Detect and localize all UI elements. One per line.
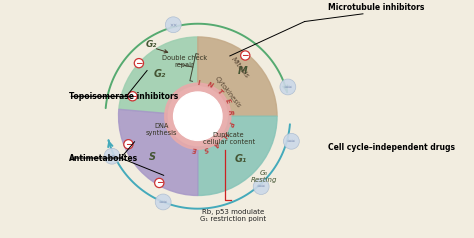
Text: Rb, p53 modulate
G₁ restriction point: Rb, p53 modulate G₁ restriction point [200, 209, 266, 222]
Text: E: E [224, 98, 231, 104]
Text: ✕✕: ✕✕ [169, 22, 177, 27]
Wedge shape [198, 37, 277, 116]
Text: G₀
Resting: G₀ Resting [251, 170, 277, 183]
Text: I: I [198, 80, 201, 86]
Circle shape [283, 133, 299, 149]
Text: S: S [203, 144, 210, 152]
Text: G₁: G₁ [235, 154, 247, 164]
Text: Cytokinesis: Cytokinesis [213, 75, 242, 109]
Text: E: E [192, 146, 198, 152]
Text: N: N [207, 82, 214, 89]
Wedge shape [165, 83, 231, 149]
Wedge shape [118, 109, 198, 195]
Circle shape [128, 92, 137, 101]
Circle shape [124, 140, 133, 149]
Text: ≈≈: ≈≈ [283, 84, 292, 89]
Wedge shape [119, 37, 198, 114]
Text: G₂: G₂ [146, 40, 157, 49]
Text: M: M [238, 66, 248, 76]
Text: Double check
repair: Double check repair [162, 55, 207, 68]
Circle shape [280, 79, 296, 95]
Text: Mitosis: Mitosis [229, 56, 250, 79]
Text: −: − [155, 178, 163, 188]
Text: ≈≈: ≈≈ [158, 199, 168, 204]
Text: H: H [221, 131, 229, 139]
Text: DNA
synthesis: DNA synthesis [146, 123, 177, 136]
Text: P: P [227, 121, 233, 127]
Text: ✕✕: ✕✕ [108, 154, 116, 159]
Wedge shape [198, 116, 277, 195]
Text: Antimetabolites: Antimetabolites [69, 154, 138, 163]
Text: Topoisomerase inhibitors: Topoisomerase inhibitors [69, 92, 178, 101]
Circle shape [104, 148, 120, 164]
Circle shape [155, 194, 171, 210]
Text: G₂: G₂ [154, 69, 165, 79]
Text: −: − [125, 140, 132, 149]
Text: −: − [241, 51, 249, 60]
Circle shape [155, 178, 164, 188]
Text: Microtubule inhibitors: Microtubule inhibitors [328, 3, 424, 12]
Text: Duplicate
cellular content: Duplicate cellular content [202, 132, 255, 145]
Text: A: A [213, 139, 221, 147]
Circle shape [173, 92, 222, 140]
Text: T: T [217, 88, 224, 96]
Text: S: S [148, 153, 155, 163]
Text: −: − [135, 59, 143, 68]
Circle shape [165, 17, 181, 33]
Text: −: − [129, 92, 137, 101]
Circle shape [241, 51, 250, 60]
Text: Cell cycle–independent drugs: Cell cycle–independent drugs [328, 143, 455, 152]
Text: R: R [228, 109, 234, 115]
Text: ≈≈: ≈≈ [256, 184, 266, 189]
Circle shape [253, 179, 269, 194]
Text: ≈≈: ≈≈ [287, 139, 296, 144]
Circle shape [134, 59, 144, 68]
